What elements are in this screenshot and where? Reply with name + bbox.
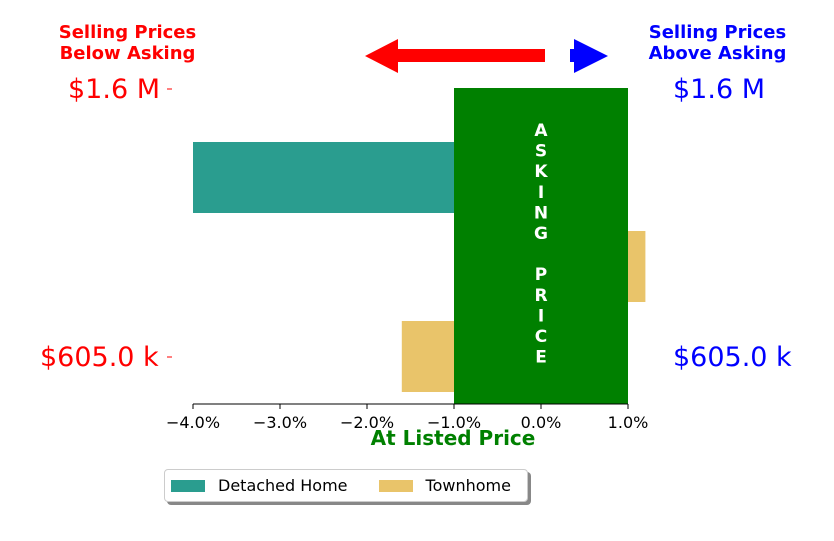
- right-arrow-head: [574, 39, 608, 73]
- below-asking-heading: Selling Prices Below Asking: [40, 22, 215, 64]
- bar-townhome-1: [401, 321, 454, 392]
- x-tick-label: −4.0%: [165, 413, 221, 432]
- asking-letter: E: [535, 348, 547, 368]
- above-asking-line-2: Above Asking: [648, 43, 787, 64]
- legend-label-townhome: Townhome: [425, 476, 511, 495]
- x-tick-label: −2.0%: [339, 413, 395, 432]
- asking-letter: N: [534, 203, 548, 223]
- asking-letter: I: [538, 306, 544, 326]
- asking-letter: G: [534, 224, 548, 244]
- bar-detached-home-0: [193, 142, 454, 213]
- legend: Detached Home Townhome: [164, 469, 528, 502]
- legend-item-townhome: Townhome: [378, 476, 511, 495]
- left-arrow-head: [365, 39, 398, 73]
- asking-letter: R: [534, 286, 547, 306]
- x-tick-label: 0.0%: [520, 413, 562, 432]
- x-tick-label: −1.0%: [426, 413, 482, 432]
- price-left-bottom: $605.0 k: [40, 342, 159, 373]
- right-arrow-shaft: [570, 49, 576, 62]
- legend-item-detached-home: Detached Home: [171, 476, 348, 495]
- asking-letter: C: [535, 327, 547, 347]
- legend-label-detached-home: Detached Home: [218, 476, 348, 495]
- asking-letter: K: [534, 162, 548, 182]
- left-arrow-shaft: [398, 49, 545, 62]
- asking-letter: P: [535, 265, 547, 285]
- legend-swatch-townhome: [378, 479, 413, 492]
- below-asking-line-1: Selling Prices: [58, 22, 197, 43]
- above-asking-heading: Selling Prices Above Asking: [630, 22, 805, 64]
- price-left-top: $1.6 M: [68, 74, 160, 105]
- price-right-top: $1.6 M: [673, 74, 765, 105]
- legend-swatch-detached-home: [171, 479, 205, 492]
- asking-letter: A: [534, 121, 548, 141]
- asking-letter: S: [535, 142, 547, 162]
- x-axis-label: At Listed Price: [370, 426, 536, 450]
- x-tick-label: 1.0%: [607, 413, 649, 432]
- below-asking-line-2: Below Asking: [59, 43, 196, 64]
- asking-letter: I: [538, 183, 544, 203]
- bar-townhome-0: [628, 231, 646, 302]
- asking-price-band: [454, 88, 628, 404]
- price-right-bottom: $605.0 k: [673, 342, 792, 373]
- x-tick-label: −3.0%: [252, 413, 308, 432]
- above-asking-line-1: Selling Prices: [648, 22, 787, 43]
